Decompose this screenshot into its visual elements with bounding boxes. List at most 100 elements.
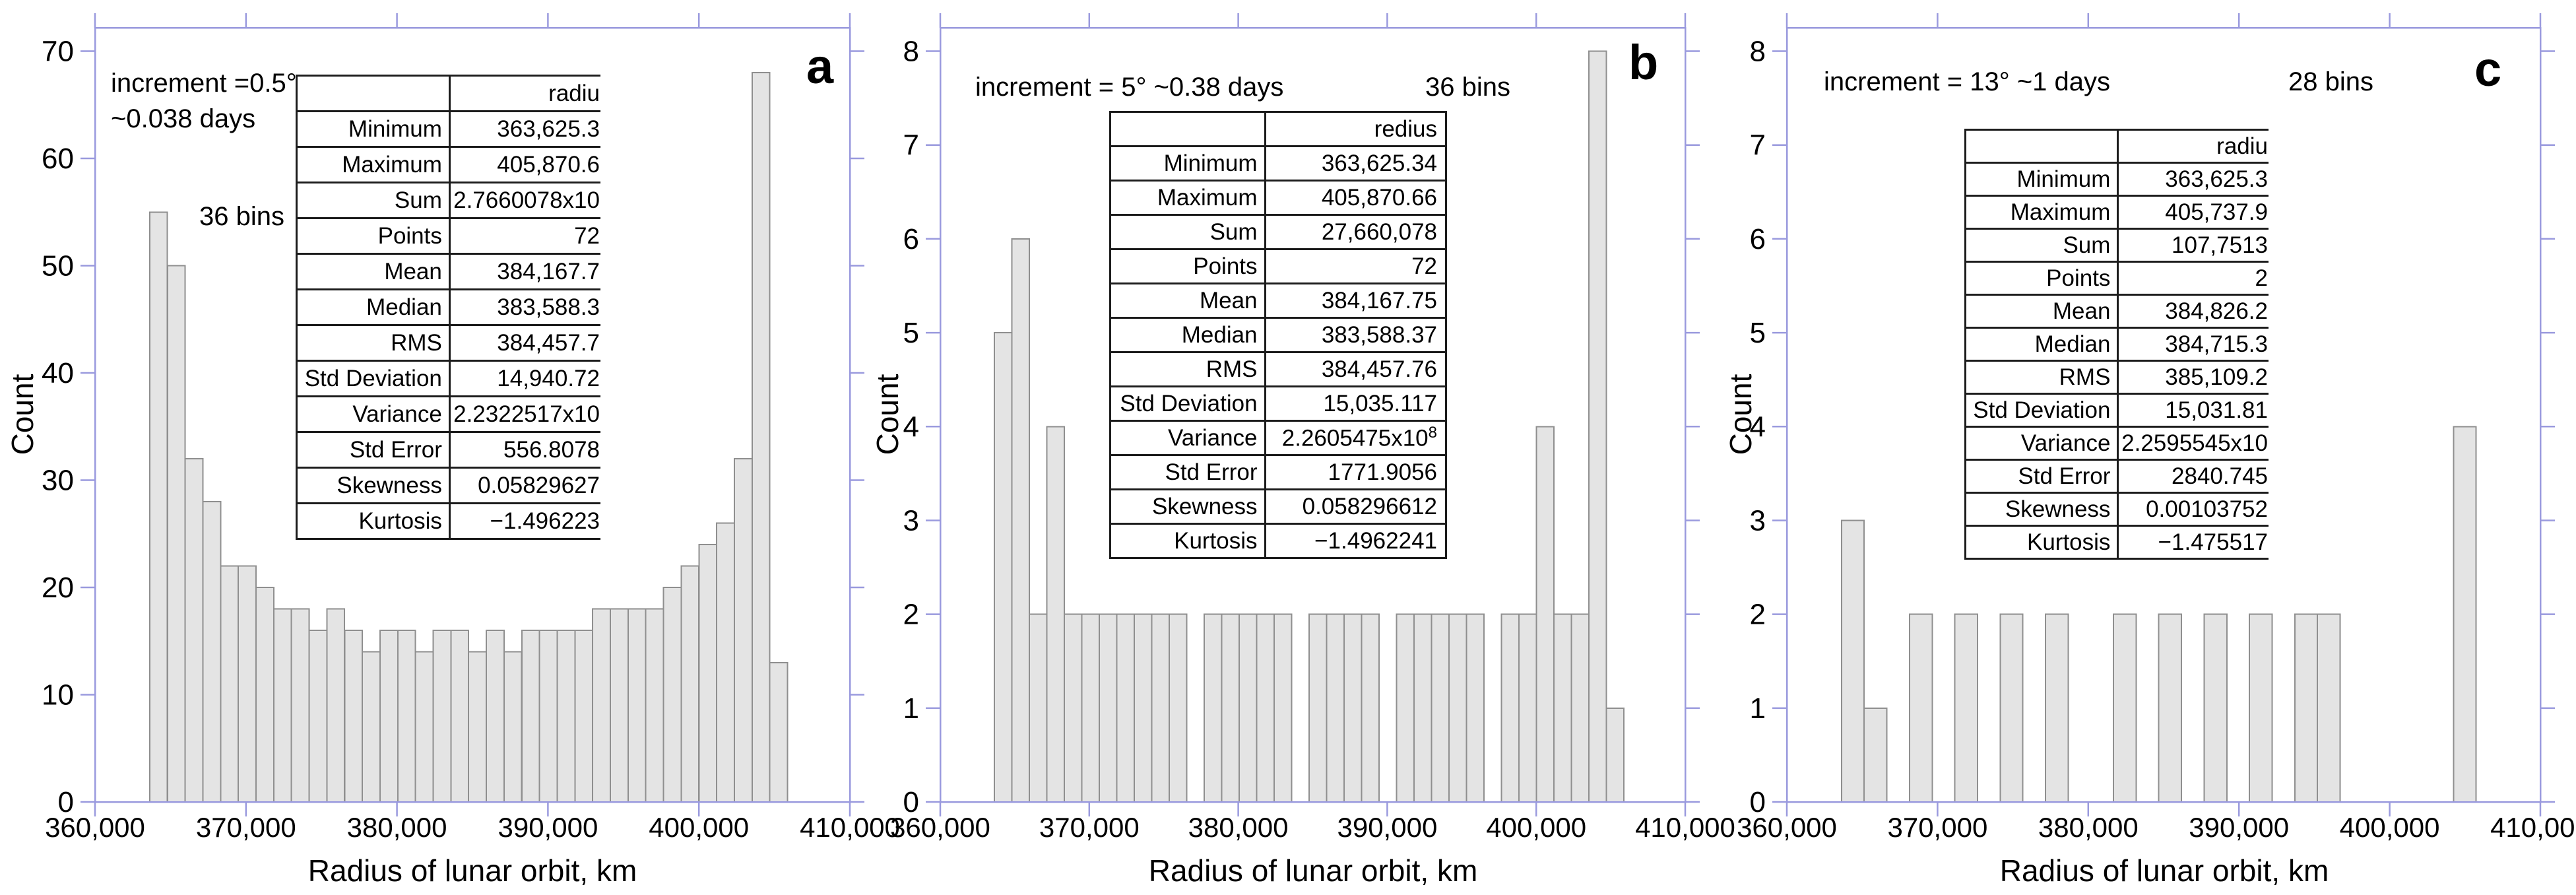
panel-c-histogram-bar [2203,613,2228,803]
panel-b-histogram-bar [1518,613,1537,803]
panel-b-histogram-bar [1326,613,1345,803]
panel-a-x-tick-label: 390,000 [498,812,598,843]
stats-row-value: 363,625.34 [1264,145,1447,182]
panel-b-histogram-bar [1431,613,1450,803]
stats-table-row: Points 2 [1964,261,2269,296]
panel-a-plot-frame [94,26,851,803]
stats-row-label: Points [296,217,451,255]
stats-row-value: 0.00103752 [2117,492,2269,527]
stats-table-row: Kurtosis −1.4962241 [1109,523,1447,559]
panel-c-histogram-bar [2113,613,2137,803]
stats-row-value: 0.058296612 [1264,488,1447,525]
panel-c-histogram-bar [2453,426,2477,803]
stats-row-value: 2.7660078x10 [448,182,600,219]
stats-row-label: Points [1109,248,1266,284]
panel-a-y-tick-label: 30 [42,465,74,497]
panel-a-histogram-bar [290,608,310,803]
panel-a-histogram-bar [238,565,257,803]
stats-row-value: 107,7513 [2117,228,2269,263]
panel-c-plot-frame [1786,26,2542,803]
panel-a-stats-table-grid: radiu Minimum 363,625.3 Maximum 405,870.6 Sum… [296,75,600,540]
stats-row-value: 363,625.3 [2117,162,2269,197]
stats-row-value: −1.475517 [2117,525,2269,560]
stats-row-label: Skewness [296,467,451,504]
stats-row-value: 2840.745 [2117,459,2269,494]
stats-row-value: 2.2605475x108 [1264,420,1447,456]
stats-table-row: Median 383,588.37 [1109,317,1447,353]
panel-b-histogram-bar [1553,613,1572,803]
stats-row-value: 72 [448,217,600,255]
panel-b-x-tick-label: 410,000 [1635,812,1735,843]
panel-a-histogram-bar [202,501,222,803]
stats-value-exponent: 8 [1428,424,1437,442]
panel-c-y-tick-label: 7 [1750,129,1766,162]
panel-c-histogram-bar [2045,613,2069,803]
stats-table-row: Minimum 363,625.34 [1109,145,1447,182]
panel-b-x-tick-label: 390,000 [1337,812,1437,843]
stats-row-value: 405,870.66 [1264,180,1447,216]
panel-b-stats-table: redius Minimum 363,625.34 Maximum 405,870.66… [1109,111,1447,559]
stats-table-row: radiu [296,75,600,112]
panel-c-y-tick-label: 4 [1750,411,1766,443]
panel-b-x-tick-label: 360,000 [890,812,990,843]
stats-row-value: 27,660,078 [1264,214,1447,250]
panel-b-histogram-bar [1098,613,1118,803]
panel-c-x-axis-title: Radius of lunar orbit, km [1999,853,2329,888]
stats-row-value: 2.2322517x10 [448,395,600,433]
stats-row-label: Kurtosis [1964,525,2119,560]
panel-c-x-tick-label: 390,000 [2189,812,2289,843]
stats-row-label: Maximum [296,146,451,183]
panel-b-x-tick-label: 380,000 [1188,812,1289,843]
stats-table-row: Median 383,588.3 [296,288,600,326]
stats-table-row: Std Deviation 14,940.72 [296,360,600,397]
stats-table-row: Variance 2.2595545x10 [1964,426,2269,461]
stats-table-row: Points 72 [1109,248,1447,284]
panel-a-x-tick-label: 370,000 [196,812,296,843]
panel-a-histogram-bar [645,608,664,803]
panel-c-increment-annotation: increment = 13° ~1 days [1824,67,2111,96]
panel-b-histogram-bar [1308,613,1328,803]
panel-b-histogram-bar [1535,426,1555,803]
stats-row-value: 1771.9056 [1264,454,1447,490]
stats-row-label: Std Deviation [1964,393,2119,428]
stats-row-label: Mean [296,253,451,290]
stats-table-row: Points 72 [296,217,600,255]
panel-b-histogram-bar [1063,613,1083,803]
stats-table-row: Std Deviation 15,035.117 [1109,385,1447,422]
stats-row-value: −1.4962241 [1264,523,1447,559]
panel-b-x-tick-label: 400,000 [1486,812,1586,843]
stats-row-value: 384,457.76 [1264,351,1447,387]
stats-table-row: Maximum 405,870.66 [1109,180,1447,216]
stats-table-row: Sum 2.7660078x10 [296,182,600,219]
panel-a-histogram-bar [362,651,381,803]
panel-a-histogram-bar [610,608,629,803]
panel-a-y-tick-label: 0 [58,786,74,818]
stats-row-label [296,75,451,112]
panel-c-y-tick-label: 2 [1750,599,1766,631]
stats-row-value: 384,457.7 [448,324,600,362]
panel-a-y-tick-label: 20 [42,572,74,604]
panel-c-x-tick-label: 360,000 [1737,812,1837,843]
stats-row-label: Points [1964,261,2119,296]
panel-c-letter: c [2474,42,2502,96]
stats-table-row: Skewness 0.05829627 [296,467,600,504]
panel-a-histogram-bar [556,630,576,803]
panel-b-histogram-bar [1256,613,1275,803]
stats-row-label: Maximum [1964,195,2119,230]
panel-b-histogram-bar [1588,50,1607,803]
stats-row-value: 405,870.6 [448,146,600,183]
panel-a-histogram-bar [450,630,470,803]
panel-c-histogram-bar [1908,613,1933,803]
stats-table-row: Maximum 405,870.6 [296,146,600,183]
stats-table-row: radiu [1964,129,2269,164]
stats-row-label: Sum [296,182,451,219]
stats-row-label: Kurtosis [1109,523,1266,559]
panel-b-x-axis-title: Radius of lunar orbit, km [1148,853,1478,888]
panel-a-bins-label: 36 bins [199,202,284,231]
stats-row-label: Median [1964,327,2119,362]
panel-b-x-tick-label: 370,000 [1039,812,1140,843]
panel-b-y-tick-label: 4 [903,411,919,443]
panel-a-histogram-bar [273,608,292,803]
stats-row-value: 14,940.72 [448,360,600,397]
